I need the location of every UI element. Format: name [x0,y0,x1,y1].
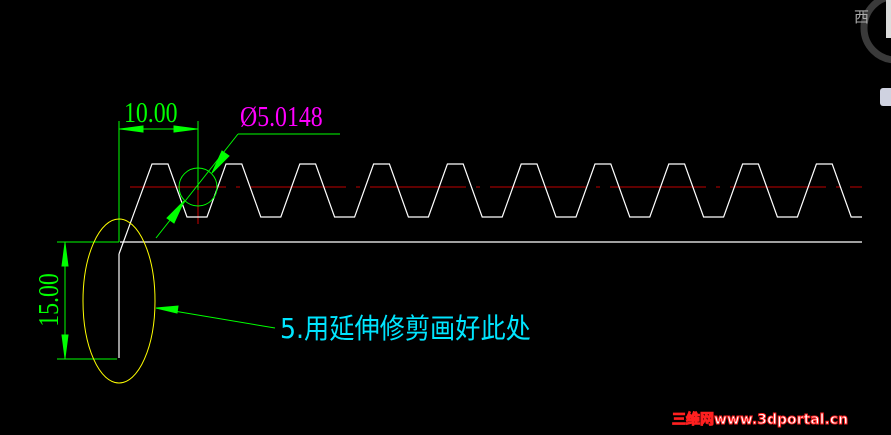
rack-tooth-profile [118,163,862,255]
highlight-ellipse [82,218,156,384]
diameter-dimension[interactable] [155,133,340,239]
watermark: 三维网www.3dportal.cn [671,412,849,428]
viewcube-menu-button[interactable] [880,88,891,106]
note-leader [155,305,276,329]
height-dimension[interactable] [57,241,119,360]
annotation-note: 5.用延伸修剪画好此处 [280,312,531,345]
viewcube-west-label[interactable]: 西 [854,8,870,26]
viewcube-face[interactable] [886,0,891,38]
pitch-dimension-text: 10.00 [124,98,178,129]
height-dimension-text: 15.00 [34,273,65,327]
diameter-dimension-text: Ø5.0148 [240,102,323,133]
pitch-dimension[interactable] [118,121,199,242]
viewcube-ring[interactable] [860,0,891,64]
